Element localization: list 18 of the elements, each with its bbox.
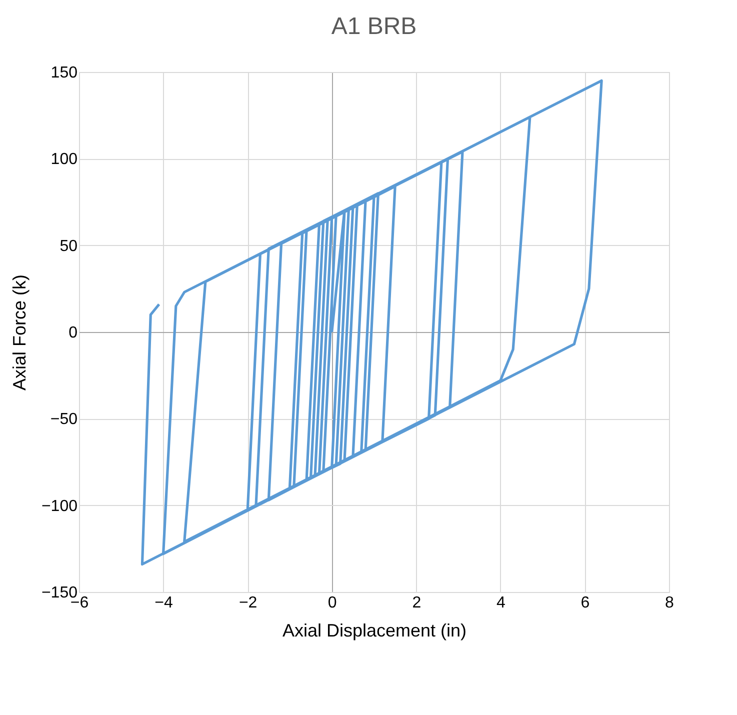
line-series bbox=[140, 79, 603, 566]
y-tick-label: −150 bbox=[41, 584, 78, 602]
y-tick-label: −100 bbox=[41, 498, 78, 515]
x-tick-label: 0 bbox=[328, 594, 337, 612]
x-axis-title: Axial Displacement (in) bbox=[282, 620, 467, 640]
x-tick-label: −2 bbox=[238, 594, 258, 612]
x-tick-label: 8 bbox=[665, 594, 674, 612]
y-tick-label: 0 bbox=[68, 324, 78, 342]
y-tick-label: −50 bbox=[50, 411, 78, 428]
x-tick-label: −4 bbox=[154, 594, 174, 612]
x-tick-label: 2 bbox=[412, 594, 422, 612]
y-tick-label: 100 bbox=[50, 151, 78, 168]
chart-title: A1 BRB bbox=[331, 13, 417, 40]
y-axis-title: Axial Force (k) bbox=[9, 274, 30, 391]
y-tick-label: 150 bbox=[50, 64, 78, 82]
x-tick-label: 6 bbox=[580, 594, 590, 612]
y-tick-label: 50 bbox=[60, 238, 78, 255]
x-tick-label: 4 bbox=[496, 594, 506, 612]
